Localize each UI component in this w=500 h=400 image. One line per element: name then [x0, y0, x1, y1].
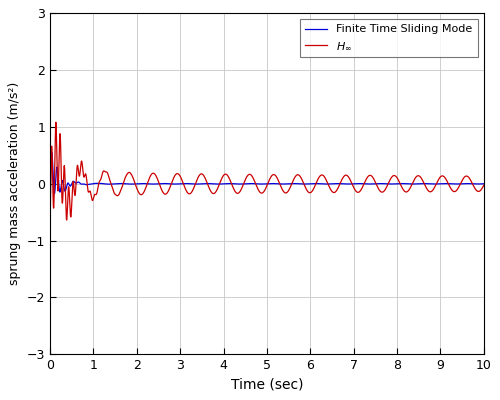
Finite Time Sliding Mode — [480, 181, 486, 186]
$H_{\infty}$ — [401, 188, 407, 193]
$H_{\infty}$ — [358, 188, 364, 193]
Finite Time Sliding Mode — [49, 150, 55, 155]
Line: Finite Time Sliding Mode: Finite Time Sliding Mode — [50, 152, 484, 195]
X-axis label: Time (sec): Time (sec) — [230, 378, 303, 392]
$H_{\infty}$ — [98, 178, 103, 182]
$H_{\infty}$ — [449, 188, 455, 192]
Legend: Finite Time Sliding Mode, $H_{\infty}$: Finite Time Sliding Mode, $H_{\infty}$ — [300, 19, 478, 57]
$H_{\infty}$ — [53, 120, 59, 124]
Finite Time Sliding Mode — [275, 182, 281, 186]
$H_{\infty}$ — [280, 188, 286, 193]
$H_{\infty}$ — [275, 177, 281, 182]
$H_{\infty}$ — [47, 216, 53, 221]
Finite Time Sliding Mode — [358, 181, 364, 186]
Finite Time Sliding Mode — [98, 181, 103, 186]
Line: $H_{\infty}$: $H_{\infty}$ — [50, 122, 484, 220]
Finite Time Sliding Mode — [280, 182, 286, 186]
Finite Time Sliding Mode — [401, 181, 407, 186]
$H_{\infty}$ — [64, 218, 70, 222]
Finite Time Sliding Mode — [47, 193, 53, 198]
Finite Time Sliding Mode — [449, 182, 455, 186]
Y-axis label: sprung mass acceleration (m/s²): sprung mass acceleration (m/s²) — [8, 82, 22, 286]
$H_{\infty}$ — [480, 183, 486, 188]
